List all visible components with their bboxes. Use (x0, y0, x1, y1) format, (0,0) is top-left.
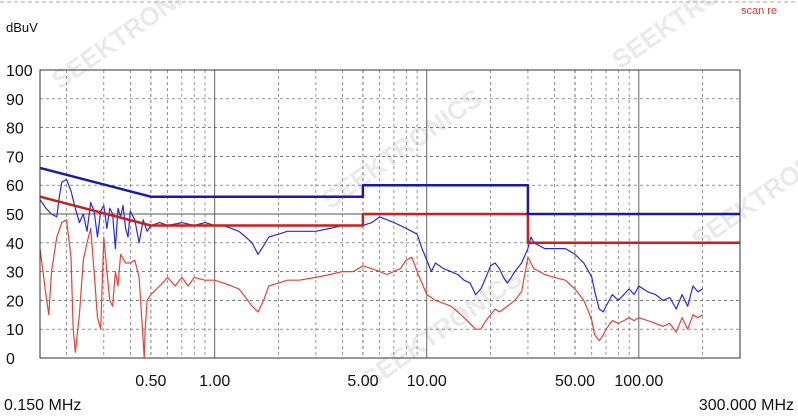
y-tick-label: 100 (6, 63, 33, 80)
x-tick-label: 100.00 (614, 373, 663, 390)
series-limit-upper (39, 166, 740, 216)
y-tick-label: 90 (6, 92, 24, 109)
plot-frame (39, 69, 741, 359)
series-limit-lower (39, 195, 740, 245)
x-tick-label: 5.00 (347, 373, 378, 390)
x-tick-label: 50.00 (555, 373, 595, 390)
series-layer (39, 166, 740, 359)
y-tick-label: 70 (6, 149, 24, 166)
x-tick-label: 0.50 (135, 373, 166, 390)
series-measured-upper (39, 178, 704, 313)
x-tick-label: 1.00 (199, 373, 230, 390)
series-measured-lower (39, 219, 704, 359)
y-tick-label: 0 (6, 351, 15, 368)
y-axis-unit-label: dBuV (6, 20, 38, 35)
x-tick-label: 0.150 MHz (4, 397, 81, 414)
labels: dBuV scan re (6, 5, 777, 35)
y-tick-label: 80 (6, 121, 24, 138)
y-tick-labels: 0 10 20 30 40 50 60 70 80 90 100 (6, 63, 33, 368)
x-tick-label: 300.000 MHz (699, 397, 794, 414)
y-tick-label: 20 (6, 293, 24, 310)
watermark-text: SEEKTRONICS (316, 83, 487, 215)
y-tick-label: 10 (6, 322, 24, 339)
y-tick-label: 50 (6, 207, 24, 224)
y-tick-label: 40 (6, 236, 24, 253)
x-tick-labels: 0.150 MHz 0.50 1.00 5.00 10.00 50.00 100.00 300… (4, 373, 794, 414)
x-tick-label: 10.00 (407, 373, 447, 390)
y-tick-label: 30 (6, 265, 24, 282)
y-tick-label: 60 (6, 178, 24, 195)
corner-caption: scan re (741, 5, 777, 17)
frame-layer (0, 1, 798, 359)
watermark-text: SEEKTRONICS (686, 123, 798, 255)
watermark-text: SEEKTRONICS (46, 0, 217, 95)
